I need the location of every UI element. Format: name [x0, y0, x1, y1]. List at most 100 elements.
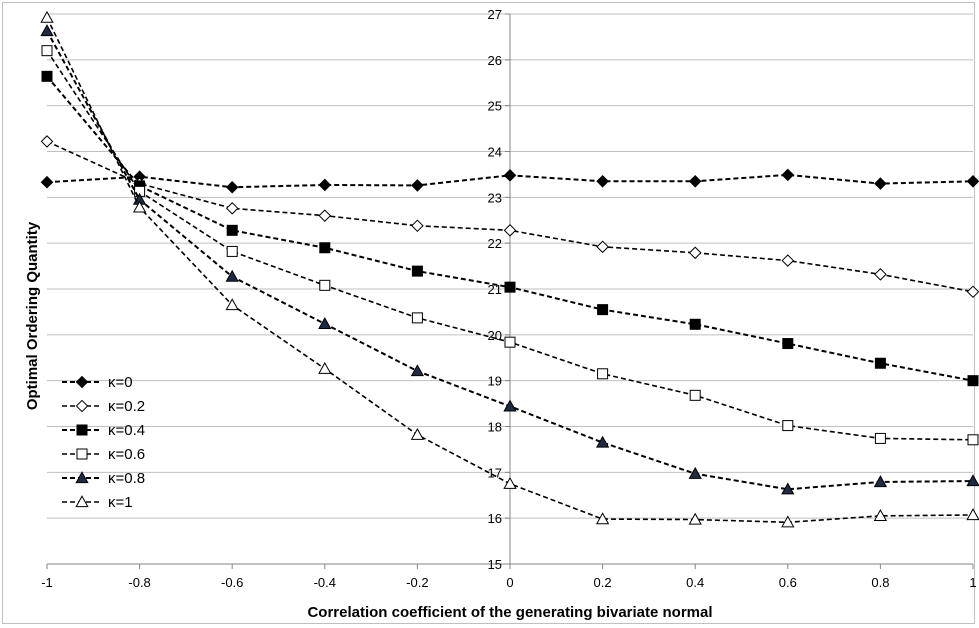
series-4-point-5	[503, 399, 517, 412]
y-axis-title: Optimal Ordering Quantity	[24, 221, 41, 410]
series-0-point-4	[411, 179, 424, 192]
series-1-point-5	[503, 224, 517, 237]
series-0-point-5	[503, 169, 517, 182]
series-0-point-2	[225, 180, 239, 194]
series-1-point-6	[596, 240, 609, 254]
series-4-point-3	[318, 317, 332, 329]
series-4-point-0	[40, 24, 54, 37]
y-tick-label-7: 22	[488, 236, 502, 251]
series-1-point-10	[966, 285, 979, 299]
series-2-point-2	[226, 224, 238, 236]
series-2-point-8	[782, 338, 794, 350]
y-tick-label-11: 26	[488, 53, 502, 68]
legend-entry-4: κ=0.8	[62, 470, 145, 487]
series-3-point-8	[782, 420, 794, 432]
x-tick-label-0: -1	[41, 575, 53, 590]
legend-entry-5: κ=1	[62, 494, 133, 511]
y-tick-label-8: 23	[488, 190, 502, 205]
series-4-point-9	[873, 475, 888, 488]
series-2-point-9	[874, 357, 886, 369]
legend-entry-0: κ=0	[62, 374, 133, 391]
x-tick-label-7: 0.4	[686, 575, 704, 590]
series-4-point-8	[781, 482, 795, 495]
series-3-point-0	[41, 45, 53, 57]
series-5-point-10	[966, 508, 979, 521]
series-3-point-7	[689, 389, 701, 401]
series-0	[40, 168, 979, 194]
x-tick-label-6: 0.2	[594, 575, 612, 590]
series-0-point-7	[688, 175, 702, 188]
x-tick-label-1: -0.8	[128, 575, 150, 590]
legend-swatch-marker-2	[76, 424, 88, 436]
legend-swatch-marker-1	[75, 399, 89, 413]
x-tick-label-3: -0.4	[314, 575, 336, 590]
x-tick-labels: -1 -0.8 -0.6 -0.4 -0.2 0 0.2 0.4 0.6 0.8 1	[41, 575, 976, 590]
x-tick-label-8: 0.6	[779, 575, 797, 590]
series-4-point-7	[688, 466, 702, 479]
series-4-point-2	[225, 269, 239, 282]
series-2-point-0	[41, 70, 53, 82]
series-3-point-9	[874, 432, 886, 444]
series-0-point-10	[966, 175, 979, 188]
series-5-point-4	[410, 427, 425, 440]
x-tick-label-4: -0.2	[406, 575, 428, 590]
legend-label-2: κ=0.4	[108, 422, 145, 439]
legend-label-5: κ=1	[108, 494, 133, 511]
x-tick-label-9: 0.8	[871, 575, 889, 590]
legend-entry-3: κ=0.6	[62, 446, 145, 463]
series-1-point-3	[318, 209, 332, 222]
series-3-point-4	[411, 312, 423, 324]
y-tick-label-2: 17	[488, 465, 502, 480]
series-1-point-9	[874, 268, 887, 281]
series-3	[41, 45, 979, 446]
series-0-point-3	[318, 178, 332, 192]
series-4-point-6	[595, 435, 610, 448]
series-3-point-5	[504, 336, 516, 348]
x-tick-label-10: 1	[969, 575, 976, 590]
legend-entry-1: κ=0.2	[62, 398, 145, 415]
series-1-point-4	[411, 219, 424, 233]
series-5-point-6	[595, 512, 610, 525]
series-0-point-9	[874, 177, 887, 190]
x-axis-title: Correlation coefficient of the generatin…	[307, 604, 712, 621]
series-5-point-5	[503, 476, 517, 489]
series-4-point-4	[410, 364, 425, 377]
series-2-point-7	[689, 318, 701, 330]
series-1-point-0	[40, 135, 54, 148]
legend-swatch-marker-3	[76, 448, 88, 460]
series-2-point-4	[411, 265, 423, 277]
series-5-point-8	[781, 515, 795, 528]
series-5-point-9	[873, 509, 888, 522]
series-group	[40, 10, 979, 528]
series-3-point-6	[597, 368, 609, 380]
series-2-point-5	[504, 281, 516, 293]
y-tick-label-10: 25	[488, 99, 502, 114]
y-tick-label-1: 16	[488, 511, 502, 526]
y-tick-label-3: 18	[488, 420, 502, 435]
series-0-point-8	[781, 168, 795, 182]
y-tick-label-9: 24	[488, 145, 502, 160]
legend-label-1: κ=0.2	[108, 398, 145, 415]
series-2-point-6	[597, 304, 609, 316]
series-4-point-10	[966, 474, 979, 487]
legend: κ=0 κ=0.2 κ=0.4 κ=0.6 κ=0.8 κ=1	[62, 374, 145, 511]
series-0-point-6	[596, 175, 609, 188]
series-3-point-2	[226, 245, 238, 257]
series-1-point-8	[781, 254, 795, 267]
series-1-point-2	[225, 202, 239, 215]
legend-swatch-marker-4	[75, 471, 89, 484]
legend-swatch-marker-5	[75, 495, 89, 508]
series-5-point-1	[132, 200, 147, 213]
series-0-point-0	[40, 175, 54, 189]
series-1-point-7	[688, 246, 702, 260]
series-5-point-2	[225, 298, 239, 311]
y-tick-label-4: 19	[488, 374, 502, 389]
y-tick-label-5: 20	[488, 328, 502, 343]
series-5-point-0	[40, 10, 54, 23]
x-tick-label-2: -0.6	[221, 575, 243, 590]
legend-label-3: κ=0.6	[108, 446, 145, 463]
y-tick-label-12: 27	[488, 7, 502, 22]
series-2-point-3	[319, 242, 331, 254]
y-tick-labels: 15 16 17 18 19 20 21 22 23 24 25 26 27	[488, 7, 502, 572]
